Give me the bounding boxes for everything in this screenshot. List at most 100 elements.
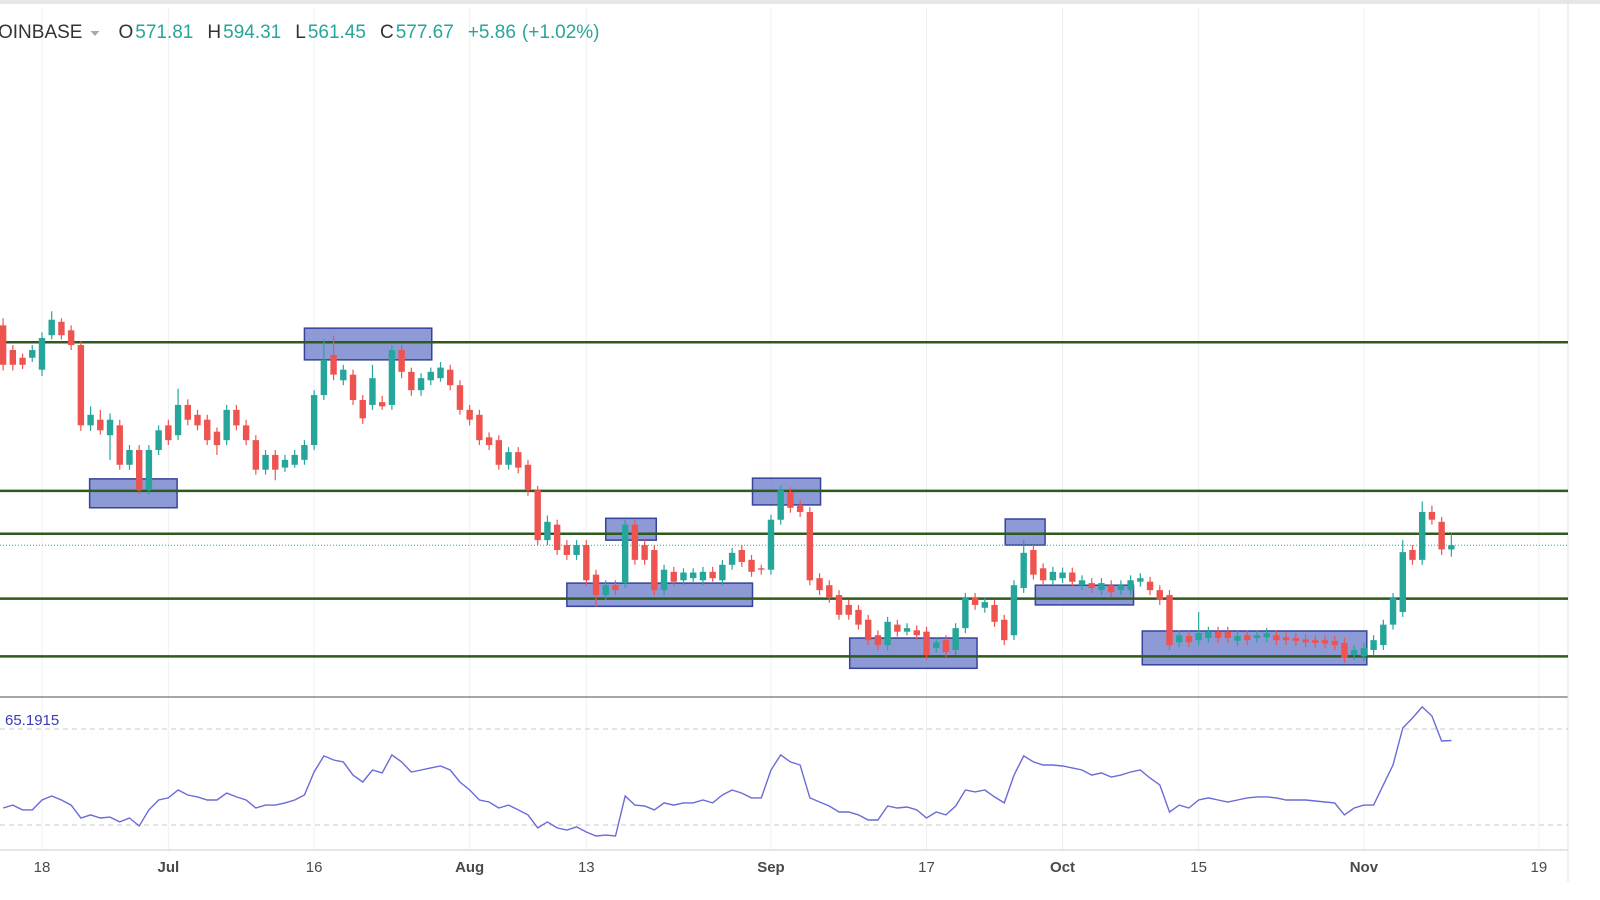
candle-body bbox=[155, 430, 162, 450]
candle-body bbox=[719, 564, 726, 581]
ohlc-value: 577.67 bbox=[396, 22, 454, 43]
candle-body bbox=[1331, 640, 1338, 646]
candle-body bbox=[690, 572, 697, 579]
candle-body bbox=[1137, 578, 1144, 582]
candle-body bbox=[48, 319, 55, 336]
candle-body bbox=[515, 452, 522, 468]
candle-body bbox=[1059, 572, 1066, 579]
candle-body bbox=[67, 330, 75, 346]
candle-body bbox=[796, 504, 804, 512]
candle-body bbox=[913, 630, 920, 636]
candle-body bbox=[1146, 581, 1154, 591]
candle-body bbox=[19, 357, 26, 365]
candle-body bbox=[252, 440, 260, 470]
x-tick-label: Sep bbox=[757, 859, 785, 876]
candle-body bbox=[466, 409, 473, 420]
candle-body bbox=[87, 414, 94, 426]
candle-body bbox=[213, 431, 221, 446]
candle-body bbox=[874, 635, 882, 646]
candle-body bbox=[777, 490, 784, 520]
candle-body bbox=[903, 628, 911, 632]
candle-body bbox=[651, 550, 658, 591]
candle-body bbox=[145, 450, 153, 491]
candle-body bbox=[1010, 585, 1018, 636]
candle-body bbox=[1117, 585, 1125, 591]
candle-body bbox=[320, 359, 328, 396]
candle-body bbox=[942, 640, 950, 653]
candle-body bbox=[204, 419, 211, 441]
candle-body bbox=[272, 454, 279, 470]
candle-body bbox=[233, 409, 240, 426]
candle-body bbox=[58, 321, 65, 336]
candle-body bbox=[0, 325, 7, 365]
candle-body bbox=[563, 545, 571, 555]
zone-box bbox=[604, 517, 658, 541]
candle-body bbox=[369, 378, 376, 405]
candle-body bbox=[923, 631, 930, 655]
change-value: +5.86 bbox=[468, 22, 516, 43]
candle-body bbox=[1263, 633, 1270, 638]
candle-body bbox=[680, 572, 687, 581]
candle-body bbox=[9, 350, 17, 365]
x-tick-label: 16 bbox=[306, 859, 323, 876]
symbol: OINBASE bbox=[0, 22, 82, 43]
candle-body bbox=[553, 524, 561, 550]
candle-body bbox=[748, 559, 755, 572]
candle-body bbox=[165, 425, 172, 441]
x-tick-label: 15 bbox=[1190, 859, 1207, 876]
candle-body bbox=[281, 459, 289, 468]
candle-body bbox=[378, 402, 386, 407]
ohlc-key: O bbox=[118, 22, 133, 43]
candle-body bbox=[767, 519, 775, 570]
candle-body bbox=[1438, 521, 1445, 550]
candle-body bbox=[864, 619, 872, 641]
candle-body bbox=[845, 604, 852, 615]
candle-body bbox=[1312, 640, 1319, 643]
candle-body bbox=[884, 621, 891, 646]
candle-body bbox=[1292, 638, 1300, 641]
rsi-value-label: 65.1915 bbox=[5, 712, 59, 729]
candle-body bbox=[699, 571, 707, 581]
ohlc-key: C bbox=[380, 22, 394, 43]
candle-body bbox=[1098, 583, 1105, 591]
candle-body bbox=[262, 454, 269, 470]
candle-body bbox=[1224, 631, 1232, 639]
candle-body bbox=[728, 552, 736, 565]
candle-body bbox=[592, 574, 600, 596]
candle-body bbox=[1321, 640, 1329, 644]
candle-body bbox=[1282, 637, 1290, 641]
candle-body bbox=[447, 369, 454, 386]
candle-body bbox=[641, 545, 648, 560]
candle-body bbox=[1049, 571, 1057, 581]
candle-body bbox=[855, 609, 862, 625]
candle-body bbox=[1030, 550, 1037, 575]
change-percent: (+1.02%) bbox=[522, 22, 600, 43]
candle-body bbox=[894, 624, 901, 632]
candle-body bbox=[437, 367, 444, 379]
candle-body bbox=[29, 350, 36, 358]
candle-body bbox=[340, 369, 347, 381]
ohlc-key: L bbox=[295, 22, 306, 43]
candle-body bbox=[223, 409, 230, 441]
ohlc-value: 594.31 bbox=[223, 22, 281, 43]
candle-body bbox=[359, 400, 366, 419]
candle-body bbox=[398, 350, 405, 372]
candle-body bbox=[583, 545, 590, 581]
candle-body bbox=[242, 425, 250, 441]
candle-body bbox=[1214, 631, 1222, 639]
candle-body bbox=[971, 597, 979, 605]
symbol-dropdown[interactable] bbox=[90, 31, 100, 36]
candle-body bbox=[1360, 647, 1368, 657]
candle-body bbox=[38, 338, 46, 370]
candle-body bbox=[1020, 552, 1027, 589]
candle-body bbox=[738, 550, 746, 562]
candle-body bbox=[1156, 590, 1163, 600]
candle-body bbox=[77, 345, 85, 426]
candle-body bbox=[933, 642, 940, 648]
candle-body bbox=[1350, 650, 1358, 655]
candle-body bbox=[962, 597, 969, 629]
candle-body bbox=[1078, 580, 1086, 586]
candle-body bbox=[116, 425, 123, 465]
candle-body bbox=[1380, 624, 1387, 646]
